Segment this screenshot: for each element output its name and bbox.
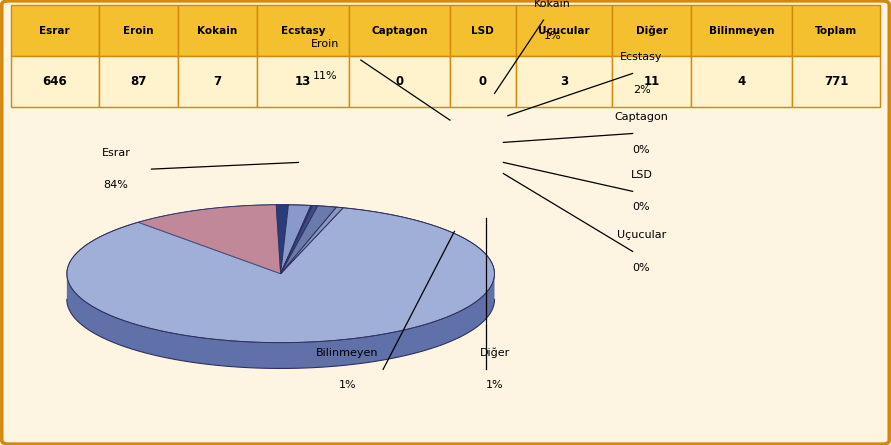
Text: Captagon: Captagon bbox=[615, 113, 668, 122]
Text: Eroin: Eroin bbox=[311, 39, 339, 49]
Text: Esrar: Esrar bbox=[102, 148, 130, 158]
FancyBboxPatch shape bbox=[11, 56, 99, 107]
FancyBboxPatch shape bbox=[792, 56, 880, 107]
Text: 0: 0 bbox=[478, 75, 486, 88]
Text: 87: 87 bbox=[130, 75, 146, 88]
Polygon shape bbox=[67, 208, 495, 343]
Text: Diğer: Diğer bbox=[636, 25, 668, 36]
Text: Kokain: Kokain bbox=[197, 26, 237, 36]
Text: 1%: 1% bbox=[544, 31, 561, 41]
FancyBboxPatch shape bbox=[177, 5, 257, 56]
FancyBboxPatch shape bbox=[516, 5, 612, 56]
Polygon shape bbox=[138, 205, 281, 274]
Polygon shape bbox=[281, 206, 318, 274]
Text: 3: 3 bbox=[560, 75, 568, 88]
Text: 771: 771 bbox=[824, 75, 848, 88]
Text: 0%: 0% bbox=[633, 263, 650, 272]
Text: Captagon: Captagon bbox=[372, 26, 428, 36]
FancyBboxPatch shape bbox=[349, 56, 450, 107]
Text: 7: 7 bbox=[213, 75, 221, 88]
Text: 84%: 84% bbox=[103, 180, 128, 190]
Polygon shape bbox=[281, 207, 343, 274]
FancyBboxPatch shape bbox=[691, 5, 792, 56]
FancyBboxPatch shape bbox=[516, 56, 612, 107]
FancyBboxPatch shape bbox=[450, 5, 516, 56]
Text: 11%: 11% bbox=[313, 71, 338, 81]
FancyBboxPatch shape bbox=[257, 56, 349, 107]
Text: 1%: 1% bbox=[339, 380, 356, 390]
Text: 0: 0 bbox=[396, 75, 404, 88]
Text: Bilinmeyen: Bilinmeyen bbox=[709, 26, 774, 36]
Polygon shape bbox=[67, 274, 495, 368]
Text: LSD: LSD bbox=[631, 170, 652, 180]
Text: Bilinmeyen: Bilinmeyen bbox=[316, 348, 379, 358]
Text: Kokain: Kokain bbox=[534, 0, 571, 9]
Text: Esrar: Esrar bbox=[39, 26, 69, 36]
Text: LSD: LSD bbox=[471, 26, 495, 36]
FancyBboxPatch shape bbox=[612, 56, 691, 107]
FancyBboxPatch shape bbox=[11, 5, 99, 56]
FancyBboxPatch shape bbox=[257, 5, 349, 56]
Text: 0%: 0% bbox=[633, 202, 650, 212]
Text: Ecstasy: Ecstasy bbox=[620, 53, 663, 62]
Text: 0%: 0% bbox=[633, 145, 650, 154]
FancyBboxPatch shape bbox=[792, 5, 880, 56]
Text: Uçucular: Uçucular bbox=[617, 231, 666, 240]
Polygon shape bbox=[281, 206, 312, 274]
Text: 2%: 2% bbox=[633, 85, 650, 94]
Polygon shape bbox=[281, 205, 311, 274]
Text: Ecstasy: Ecstasy bbox=[281, 26, 325, 36]
Text: 646: 646 bbox=[42, 75, 67, 88]
FancyBboxPatch shape bbox=[177, 56, 257, 107]
Text: 11: 11 bbox=[644, 75, 660, 88]
Polygon shape bbox=[281, 206, 313, 274]
Text: 1%: 1% bbox=[486, 380, 503, 390]
FancyBboxPatch shape bbox=[349, 5, 450, 56]
Text: Toplam: Toplam bbox=[815, 26, 857, 36]
Polygon shape bbox=[281, 206, 337, 274]
Text: 4: 4 bbox=[738, 75, 746, 88]
FancyBboxPatch shape bbox=[612, 5, 691, 56]
FancyBboxPatch shape bbox=[691, 56, 792, 107]
Text: Uçucular: Uçucular bbox=[538, 26, 590, 36]
Text: 13: 13 bbox=[295, 75, 311, 88]
FancyBboxPatch shape bbox=[99, 56, 177, 107]
FancyBboxPatch shape bbox=[450, 56, 516, 107]
Text: Diğer: Diğer bbox=[479, 348, 510, 358]
FancyBboxPatch shape bbox=[99, 5, 177, 56]
Polygon shape bbox=[276, 205, 289, 274]
Text: Eroin: Eroin bbox=[123, 26, 153, 36]
